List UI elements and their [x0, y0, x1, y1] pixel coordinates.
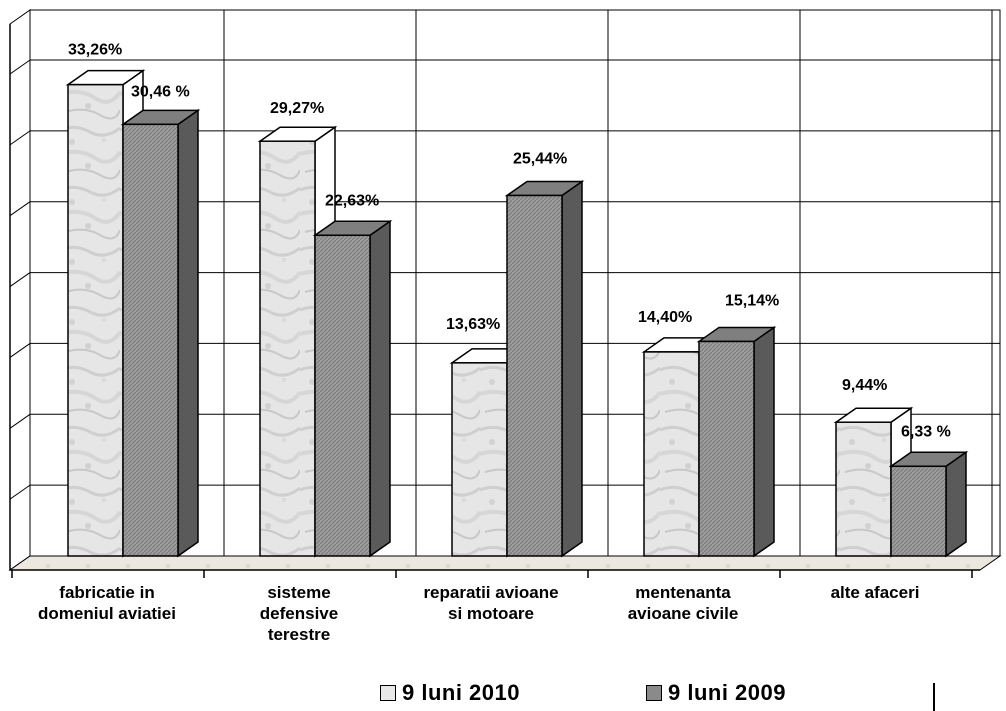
value-label-4-2009: 15,14%: [725, 292, 779, 309]
bar-5-2009: [888, 450, 969, 558]
value-label-1-2009: 30,46 %: [131, 83, 190, 100]
legend-swatch-2009: [646, 685, 662, 701]
legend-label-2009: 9 luni 2009: [668, 680, 787, 705]
legend-divider: [933, 683, 935, 711]
category-label-4: mentenanta avioane civile: [627, 583, 739, 623]
bar-2-2009: [312, 219, 393, 558]
bar-1-2009: [120, 108, 201, 558]
legend-swatch-2010: [380, 685, 396, 701]
bar-4-2009: [696, 326, 777, 558]
side-wall: [9, 9, 31, 571]
value-label-5-2009: 6,33 %: [901, 423, 951, 440]
category-label-2: sisteme defensive terestre: [259, 583, 339, 644]
bar-3-2009: [504, 180, 585, 558]
gridline-side: [9, 130, 31, 146]
legend-label-2010: 9 luni 2010: [402, 680, 521, 705]
bars-group: [65, 69, 969, 558]
legend-item-2009: 9 luni 2009: [646, 680, 786, 706]
category-label-3: reparatii avioane si motoare: [423, 583, 559, 623]
floor: [8, 555, 1002, 571]
gridline-side: [9, 59, 31, 75]
gridline-side: [9, 413, 31, 429]
gridline-side: [9, 343, 31, 358]
value-label-3-2010: 13,63%: [446, 316, 500, 333]
value-label-5-2010: 9,44%: [842, 377, 887, 394]
value-label-1-2010: 33,26%: [68, 42, 122, 59]
value-labels-group: 33,26% 30,46 % 29,27% 22,63% 13,63% 25,44% 14,…: [68, 42, 951, 441]
value-label-2-2009: 22,63%: [325, 192, 379, 209]
value-label-3-2009: 25,44%: [513, 150, 567, 167]
category-label-1: fabricatie in domeniul aviatiei: [38, 583, 176, 623]
gridline-side: [9, 201, 31, 217]
value-label-4-2010: 14,40%: [638, 309, 692, 326]
value-label-2-2010: 29,27%: [270, 100, 324, 117]
category-label-5: alte afaceri: [830, 583, 920, 602]
legend-item-2010: 9 luni 2010: [380, 680, 520, 706]
gridline-side: [9, 484, 31, 500]
gridline-side: [9, 272, 31, 287]
